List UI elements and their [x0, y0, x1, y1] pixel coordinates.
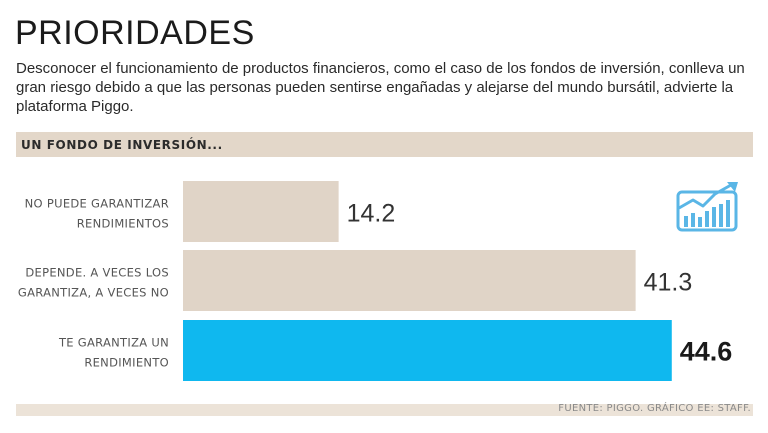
source-note: FUENTE: PIGGO. GRÁFICO EE: STAFF.	[558, 403, 751, 414]
value-label-2: 44.6	[680, 337, 733, 367]
category-label-2-0: TE GARANTIZA UN	[58, 336, 169, 350]
category-label-0-0: NO PUEDE GARANTIZAR	[25, 197, 169, 211]
value-label-0: 14.2	[347, 200, 396, 228]
footer-band	[16, 404, 753, 416]
page-title: PRIORIDADES	[15, 14, 255, 52]
category-label-1-0: DEPENDE. A VECES LOS	[25, 266, 169, 280]
bar-0	[183, 181, 339, 242]
section-label: UN FONDO DE INVERSIÓN...	[21, 138, 223, 152]
bar-2	[183, 320, 672, 381]
trending-up-chart-icon	[676, 182, 738, 232]
category-label-1-1: GARANTIZA, A VECES NO	[18, 286, 169, 300]
category-label-2-1: RENDIMIENTO	[84, 356, 169, 370]
bar-1	[183, 250, 636, 311]
description-text: Desconocer el funcionamiento de producto…	[16, 60, 745, 115]
section-band	[16, 132, 753, 157]
value-label-1: 41.3	[644, 269, 693, 297]
category-label-0-1: RENDIMIENTOS	[77, 217, 169, 231]
